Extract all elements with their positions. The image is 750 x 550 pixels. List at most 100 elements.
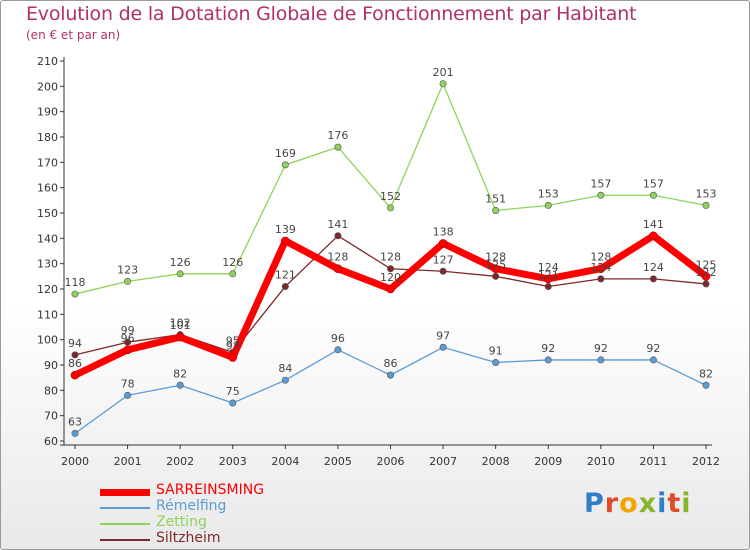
- data-point-zetting: [176, 270, 184, 278]
- data-label-remelfing: 92: [646, 342, 660, 355]
- y-tick-label: 190: [37, 106, 58, 119]
- data-label-zetting: 118: [65, 276, 86, 289]
- data-point-zetting: [439, 80, 447, 88]
- x-tick-label: 2007: [429, 455, 457, 468]
- data-label-siltzheim: 121: [275, 268, 296, 281]
- data-point-zetting: [386, 204, 394, 212]
- data-label-sarreinsming: 141: [643, 218, 664, 231]
- x-tick-label: 2005: [324, 455, 352, 468]
- data-point-siltzheim: [492, 272, 500, 280]
- data-label-remelfing: 92: [594, 342, 608, 355]
- data-point-sarreinsming: [281, 236, 290, 246]
- data-point-zetting: [492, 206, 500, 214]
- y-tick-label: 210: [37, 55, 58, 68]
- data-point-siltzheim: [649, 275, 657, 283]
- data-point-zetting: [229, 270, 237, 278]
- data-label-siltzheim: 99: [121, 324, 135, 337]
- data-label-siltzheim: 128: [380, 251, 401, 264]
- data-point-zetting: [702, 201, 710, 209]
- data-label-remelfing: 92: [541, 342, 555, 355]
- data-label-zetting: 176: [327, 129, 348, 142]
- data-label-siltzheim: 121: [538, 268, 559, 281]
- data-point-siltzheim: [702, 280, 710, 288]
- x-tick-label: 2003: [219, 455, 247, 468]
- data-point-sarreinsming: [123, 345, 132, 355]
- data-label-remelfing: 91: [489, 344, 503, 357]
- data-label-zetting: 153: [538, 187, 559, 200]
- data-point-remelfing: [334, 346, 342, 354]
- x-tick-label: 2002: [166, 455, 194, 468]
- data-label-zetting: 153: [696, 187, 717, 200]
- y-tick-label: 120: [37, 283, 58, 296]
- data-label-sarreinsming: 128: [590, 251, 611, 264]
- data-label-remelfing: 96: [331, 332, 345, 345]
- data-label-sarreinsming: 96: [121, 332, 135, 345]
- legend-swatch-remelfing: [100, 507, 150, 509]
- data-label-zetting: 126: [170, 256, 191, 269]
- data-label-sarreinsming: 86: [68, 357, 82, 370]
- data-point-sarreinsming: [543, 274, 553, 284]
- data-label-siltzheim: 141: [327, 218, 348, 231]
- data-label-remelfing: 86: [384, 357, 398, 370]
- data-point-zetting: [334, 143, 342, 151]
- x-tick-label: 2000: [61, 455, 89, 468]
- data-point-remelfing: [124, 391, 132, 399]
- data-label-zetting: 151: [485, 192, 506, 205]
- data-label-sarreinsming: 139: [275, 223, 296, 236]
- data-point-remelfing: [649, 356, 657, 364]
- proxiti-logo: Proxiti: [584, 488, 692, 519]
- data-label-remelfing: 84: [278, 362, 292, 375]
- data-point-sarreinsming: [701, 272, 711, 281]
- data-point-remelfing: [492, 358, 500, 366]
- y-tick-label: 140: [37, 232, 58, 245]
- y-tick-label: 160: [37, 182, 58, 195]
- data-point-zetting: [597, 191, 605, 199]
- legend-swatch-zetting: [100, 523, 150, 525]
- data-label-siltzheim: 122: [696, 266, 717, 279]
- x-tick-label: 2001: [114, 455, 142, 468]
- data-label-sarreinsming: 125: [696, 258, 717, 271]
- data-point-siltzheim: [124, 338, 132, 346]
- data-point-sarreinsming: [386, 284, 395, 294]
- data-label-remelfing: 78: [121, 377, 135, 390]
- data-label-sarreinsming: 120: [380, 271, 401, 284]
- legend-label-siltzheim: Siltzheim: [156, 530, 221, 546]
- data-point-siltzheim: [544, 282, 552, 290]
- data-point-zetting: [124, 277, 132, 285]
- x-tick-label: 2006: [377, 455, 405, 468]
- y-tick-label: 110: [37, 308, 58, 321]
- data-point-sarreinsming: [70, 370, 80, 380]
- legend-swatch-siltzheim: [100, 539, 150, 541]
- x-tick-label: 2012: [692, 455, 720, 468]
- y-tick-label: 200: [37, 80, 58, 93]
- x-tick-label: 2004: [271, 455, 299, 468]
- data-point-siltzheim: [334, 232, 342, 240]
- data-point-siltzheim: [439, 267, 447, 275]
- data-label-sarreinsming: 138: [433, 225, 454, 238]
- data-point-remelfing: [702, 381, 710, 389]
- y-tick-label: 100: [37, 334, 58, 347]
- legend-label-remelfing: Rémelfing: [156, 498, 227, 514]
- y-tick-label: 60: [44, 435, 58, 448]
- x-tick-label: 2008: [482, 455, 510, 468]
- legend-swatch-sarreinsming: [100, 489, 150, 496]
- data-label-remelfing: 63: [68, 415, 82, 428]
- data-point-zetting: [71, 290, 79, 298]
- data-point-remelfing: [229, 399, 237, 407]
- data-point-sarreinsming: [175, 332, 185, 342]
- data-label-siltzheim: 124: [643, 261, 664, 274]
- data-label-siltzheim: 102: [170, 317, 191, 330]
- data-label-zetting: 152: [380, 190, 401, 203]
- legend-label-sarreinsming: SARREINSMING: [156, 482, 265, 498]
- y-tick-label: 130: [37, 258, 58, 271]
- data-point-remelfing: [281, 376, 289, 384]
- data-point-sarreinsming: [228, 353, 238, 362]
- x-tick-label: 2009: [534, 455, 562, 468]
- data-point-zetting: [281, 161, 289, 169]
- data-point-sarreinsming: [333, 264, 343, 274]
- data-label-sarreinsming: 128: [485, 251, 506, 264]
- data-label-remelfing: 75: [226, 385, 240, 398]
- y-tick-label: 70: [44, 410, 58, 423]
- data-label-zetting: 157: [643, 177, 664, 190]
